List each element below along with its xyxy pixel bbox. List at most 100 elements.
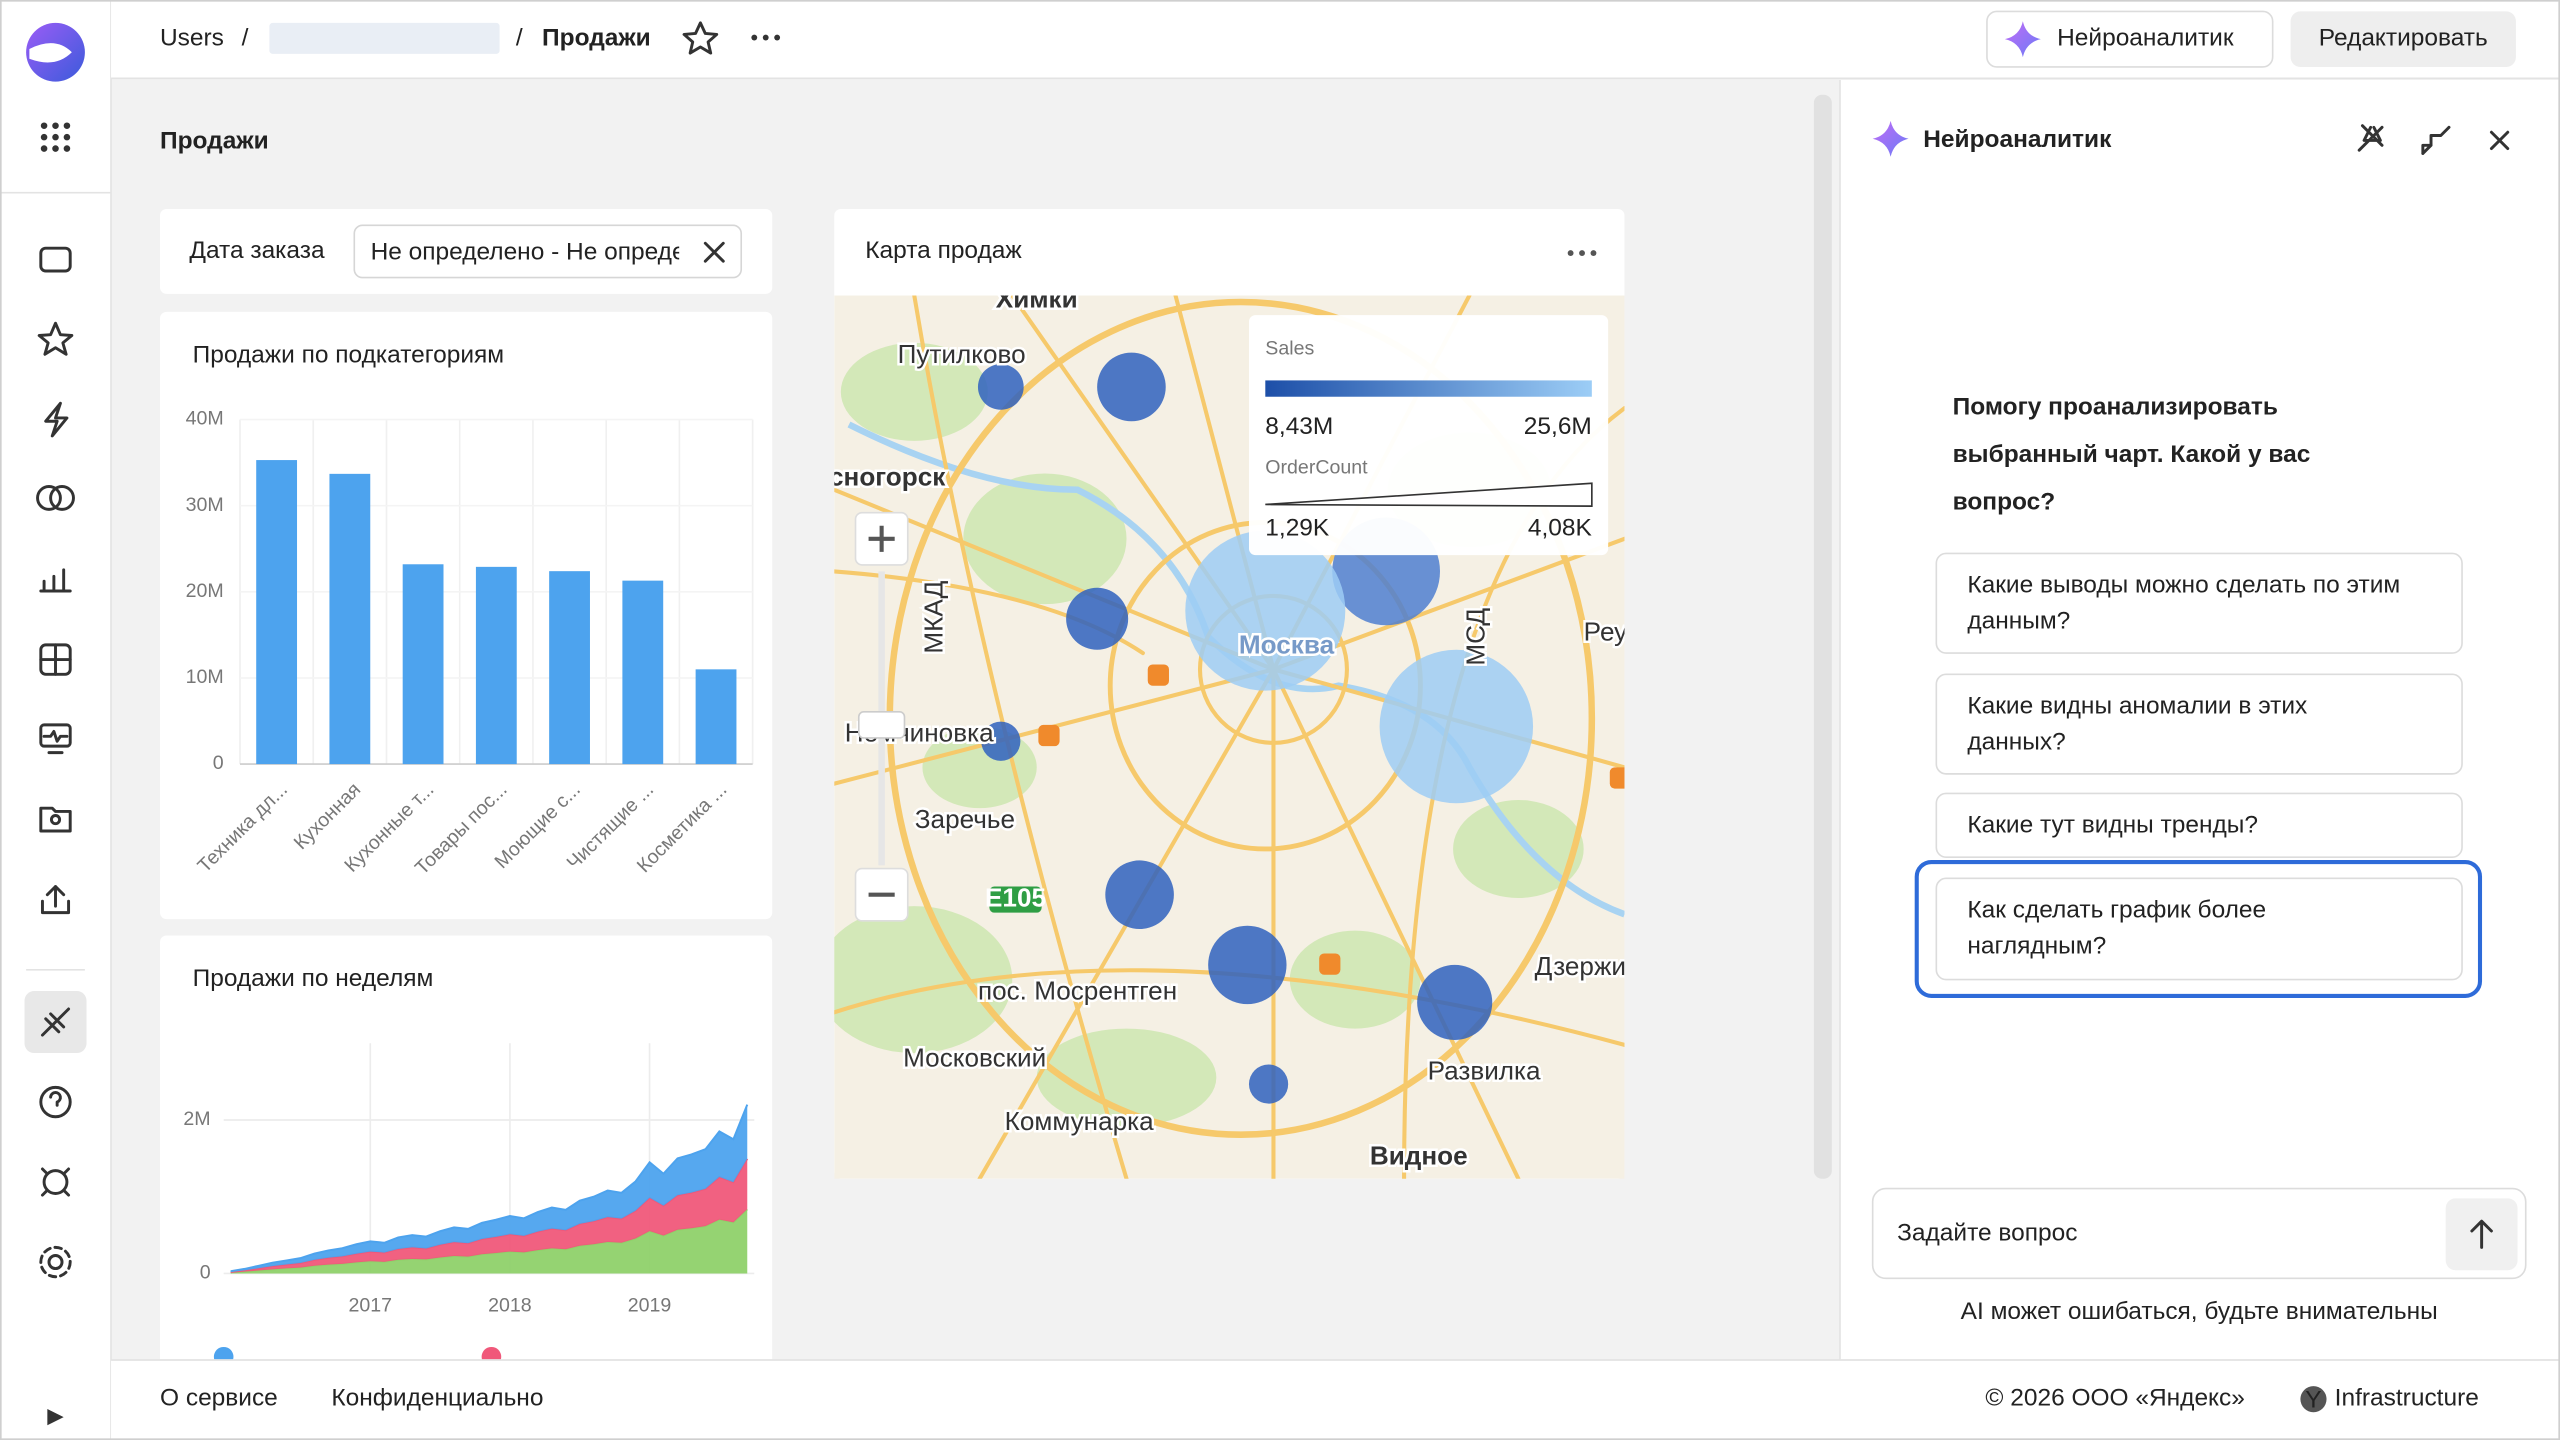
filter-label: Дата заказа [189, 237, 325, 264]
edit-button[interactable] [2290, 11, 2516, 67]
map-card: Карта продаж Химки Путилково Красногорск Мо… [783, 208, 1694, 1179]
filter-value: Не определено - Не определено [371, 239, 740, 266]
area-line [230, 1104, 749, 1273]
collections-icon[interactable] [39, 246, 72, 273]
breadcrumb[interactable]: Users [160, 25, 224, 52]
map-title: Карта продаж [865, 237, 1022, 264]
edit-button-label: Редактировать [2319, 25, 2488, 52]
place-label: Красногорск [783, 461, 947, 491]
filter-input[interactable] [353, 224, 743, 279]
area-fill [230, 1209, 748, 1274]
place-label: Дзержинский [1535, 951, 1694, 981]
favorite-button[interactable] [682, 21, 719, 55]
separator: / [516, 25, 523, 52]
zoom-slider[interactable] [857, 711, 906, 739]
page-title: Продажи [160, 128, 269, 155]
place-label: Путилково [898, 339, 1026, 369]
assistant-panel: Нейроаналитик Помогу проанализировать вы… [1839, 80, 2560, 1360]
legend-min: 1,29K [1265, 514, 1330, 541]
disclaimer: AI может ошибаться, будьте внимательны [1961, 1298, 2438, 1325]
legend-marker [481, 1346, 502, 1360]
close-button[interactable] [2489, 130, 2510, 151]
place-label: Московский [903, 1042, 1046, 1072]
place-label: E105 [985, 882, 1046, 912]
y-tick-label: 10M [186, 666, 224, 688]
suggestion[interactable] [1935, 552, 2463, 654]
map-menu[interactable] [1567, 250, 1597, 256]
svg-text:Y: Y [2305, 1386, 2321, 1413]
map-legend: Sales 8,43M 25,6M OrderCount 1,29K 4,08K [1248, 315, 1609, 556]
expand-button[interactable] [47, 1408, 64, 1426]
suggestion-text: Какие тут видны тренды? [1967, 812, 2258, 839]
area-fill [230, 1158, 748, 1273]
prompt: Помогу проанализировать [1953, 394, 2278, 421]
question-input[interactable] [1871, 1187, 2527, 1280]
input-placeholder: Задайте вопрос [1897, 1220, 2077, 1247]
legend-marker [213, 1346, 234, 1360]
unpin-button[interactable] [2357, 124, 2384, 152]
assistant-button[interactable] [1986, 10, 2274, 68]
suggestion-text: Как сделать график более [1967, 896, 2266, 923]
legend-title: OrderCount [1265, 457, 1368, 479]
footer-link[interactable]: О сервисе [160, 1385, 278, 1412]
y-tick-label: 0 [200, 1262, 211, 1284]
road-badge [989, 886, 1042, 913]
clear-button[interactable] [703, 241, 725, 263]
assistant-button-label: Нейроаналитик [2057, 25, 2234, 52]
filter-card: Дата заказа Не определено - Не определен… [160, 208, 773, 294]
connections-icon[interactable] [36, 485, 75, 511]
place-label: Видное [1370, 1140, 1468, 1170]
map[interactable]: ХимкиПутилковоКрасногорскМоскваРеутовНем… [783, 283, 1694, 1179]
place-label: Заречье [915, 804, 1015, 834]
x-tick-label: 2019 [628, 1294, 672, 1316]
sidebar [0, 0, 112, 1440]
prompt: вопрос? [1953, 488, 2056, 515]
suggestion[interactable] [1935, 877, 2463, 981]
bar [549, 571, 590, 765]
chart-title: Продажи по неделям [193, 965, 434, 992]
favorites-icon[interactable] [37, 321, 74, 356]
y-tick-label: 20M [186, 580, 224, 602]
copyright: © 2026 ООО «Яндекс» [1985, 1385, 2244, 1412]
area-line [230, 1208, 748, 1274]
y-tick-label: 2M [183, 1108, 210, 1130]
footer-link[interactable]: Infrastructure [2335, 1385, 2479, 1412]
y-tick-label: 40M [186, 408, 224, 430]
suggestion[interactable] [1935, 673, 2463, 775]
more-button[interactable] [751, 34, 781, 41]
bug-icon[interactable] [40, 1167, 71, 1197]
dashboards-icon[interactable] [39, 643, 72, 676]
blurred-breadcrumb [269, 22, 500, 54]
place-label: пос. Мосрентген [978, 976, 1177, 1006]
collapse-button[interactable] [2421, 125, 2451, 155]
place-label: Реутов [1584, 616, 1668, 646]
footer-link[interactable]: Конфиденциально [331, 1385, 543, 1412]
settings-icon[interactable] [39, 1245, 72, 1279]
scrollbar[interactable] [1813, 94, 1832, 1179]
y-tick-label: 30M [186, 494, 224, 516]
recent-icon[interactable] [44, 401, 69, 438]
area-fill [230, 1104, 748, 1272]
area-chart-card: Продажи по неделям 2017 2018 2019 0 2M [160, 935, 773, 1360]
apps-icon[interactable] [40, 122, 71, 152]
prompt: выбранный чарт. Какой у вас [1953, 441, 2311, 468]
focus-ring [1914, 860, 2483, 998]
folder-icon[interactable] [39, 806, 72, 833]
suggestion[interactable] [1935, 792, 2463, 858]
legend-title: Sales [1265, 338, 1314, 360]
bar [256, 460, 298, 765]
place-label: Химки [996, 283, 1078, 313]
legend-min: 8,43M [1265, 413, 1333, 440]
upload-icon[interactable] [40, 885, 71, 915]
monitor-icon[interactable] [39, 723, 72, 755]
legend-max: 4,08K [1528, 514, 1593, 541]
charts-icon[interactable] [39, 568, 72, 593]
suggestion-text: наглядным? [1967, 932, 2106, 959]
bar [695, 669, 737, 765]
color-scale [1265, 380, 1592, 397]
area-chart: 2017 2018 2019 0 2M [183, 1043, 755, 1360]
help-icon[interactable] [39, 1085, 72, 1119]
panel-title: Нейроаналитик [1923, 126, 2112, 153]
